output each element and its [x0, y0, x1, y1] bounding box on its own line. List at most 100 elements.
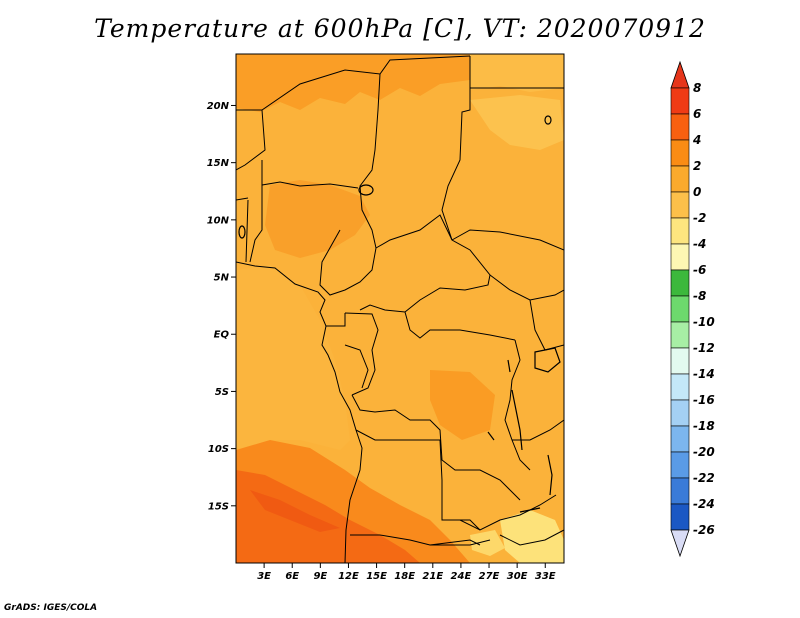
border-nigeria-cameroon	[319, 229, 377, 296]
field-region-pale-southeast	[500, 510, 564, 563]
colorbar-swatch	[670, 503, 690, 531]
colorbar-label: -14	[693, 367, 715, 381]
colorbar-swatch	[670, 113, 690, 141]
colorbar-swatch	[670, 191, 690, 219]
colorbar-swatch	[670, 243, 690, 271]
lat-tick-label: EQ	[214, 330, 230, 341]
lon-tick-label: 9E	[313, 571, 327, 582]
colorbar-label: -4	[693, 237, 706, 251]
colorbar-swatch	[670, 373, 690, 401]
colorbar-label: -8	[693, 289, 706, 303]
lon-tick-label: 33E	[535, 571, 556, 582]
lake-mweru	[487, 431, 495, 441]
border-south-sudan	[451, 229, 564, 251]
colorbar-bottom-arrow	[670, 529, 690, 558]
lake-chad	[358, 184, 374, 196]
colorbar-swatch	[670, 87, 690, 115]
lake-malawi	[547, 454, 553, 496]
field-region-pale-lake	[470, 530, 505, 556]
colorbar-label: -16	[693, 393, 715, 407]
colorbar-label: -24	[693, 497, 715, 511]
lake-kariba	[519, 507, 541, 513]
border-zimbabwe	[499, 529, 564, 546]
map-frame	[235, 53, 565, 564]
border-togo	[245, 199, 249, 263]
border-angola-namibia	[350, 534, 491, 546]
lat-tick-label: 5N	[214, 273, 230, 284]
border-ghana	[236, 197, 249, 201]
lat-tick-label: 10S	[208, 444, 229, 455]
lakes	[238, 115, 561, 513]
lon-tick-label: 6E	[285, 571, 299, 582]
field-region-4-to-6-north	[236, 54, 470, 112]
country-borders	[236, 55, 564, 563]
colorbar-label: -12	[693, 341, 715, 355]
border-drc-north	[404, 311, 516, 341]
border-gabon	[326, 313, 369, 389]
colorbar-swatch	[670, 217, 690, 245]
border-libya-sudan	[441, 56, 471, 241]
lat-tick-label: 15S	[208, 501, 229, 512]
lat-tick-label: 15N	[207, 158, 230, 169]
temperature-field	[236, 54, 564, 563]
colorbar-swatch	[670, 477, 690, 505]
colorbar-label: 6	[693, 107, 701, 121]
lake-tana	[544, 115, 552, 125]
border-niger-nigeria	[261, 160, 359, 189]
border-car	[359, 214, 491, 313]
colorbar: 8 6 4 2 0 -2 -4 -6 -8 -10 -12 -14 -16 -18 -20 -22 -24 -26	[670, 60, 715, 558]
field-region-6-to-8-south	[236, 470, 420, 563]
colorbar-swatch	[670, 399, 690, 427]
field-region-atlantic	[236, 265, 350, 450]
field-region-0-to-2-east	[470, 95, 564, 150]
lake-kivu	[507, 359, 511, 373]
credit-label: GrADS: IGES/COLA	[4, 603, 98, 613]
lon-tick-label: 30E	[507, 571, 528, 582]
lon-tick-label: 27E	[479, 571, 500, 582]
border-angola	[355, 429, 481, 531]
lon-tick-label: 18E	[394, 571, 415, 582]
colorbar-swatch	[670, 347, 690, 375]
colorbar-label: 0	[693, 185, 701, 199]
lake-tanganyika	[511, 389, 523, 451]
map-title: Temperature at 600hPa [C], VT: 202007091…	[94, 14, 706, 43]
colorbar-label: 4	[692, 133, 701, 147]
border-chad-east	[359, 73, 381, 249]
colorbar-label: 8	[693, 81, 701, 95]
colorbar-label: -2	[693, 211, 706, 225]
lon-tick-label: 24E	[451, 571, 472, 582]
colorbar-label: 2	[693, 159, 701, 173]
lake-victoria	[534, 347, 561, 373]
colorbar-swatch	[670, 269, 690, 297]
colorbar-label: -20	[693, 445, 715, 459]
field-region-0-to-2-ne	[470, 54, 564, 92]
colorbar-label: -22	[693, 471, 715, 485]
lat-tick-label: 20N	[207, 101, 230, 112]
lake-volta	[238, 225, 246, 239]
longitude-axis: 3E 6E 9E 12E 15E 18E 21E 24E 27E 30E 33E	[257, 563, 556, 582]
lon-tick-label: 15E	[366, 571, 387, 582]
border-benin	[249, 185, 263, 263]
coastline-west	[236, 261, 363, 563]
border-cameroon-congo	[344, 312, 379, 396]
border-mali-niger	[236, 109, 266, 171]
border-zambia	[442, 494, 557, 531]
colorbar-swatch	[670, 165, 690, 193]
lon-tick-label: 12E	[338, 571, 359, 582]
colorbar-label: -18	[693, 419, 715, 433]
field-region-4-to-6-sahel	[265, 180, 370, 258]
colorbar-swatch	[670, 139, 690, 167]
field-region-6-to-8-core	[250, 490, 340, 532]
latitude-axis: 20N 15N 10N 5N EQ 5S 10S 15S	[207, 101, 236, 512]
field-region-4-to-6-congo	[430, 370, 495, 440]
border-caprivi	[429, 539, 481, 546]
colorbar-swatch	[670, 321, 690, 349]
colorbar-label: -10	[693, 315, 715, 329]
border-drc-east	[504, 339, 531, 471]
colorbar-top-arrow	[670, 60, 690, 89]
border-drc-south	[351, 394, 521, 501]
colorbar-label: -6	[693, 263, 706, 277]
lon-tick-label: 3E	[257, 571, 271, 582]
colorbar-swatch	[670, 425, 690, 453]
